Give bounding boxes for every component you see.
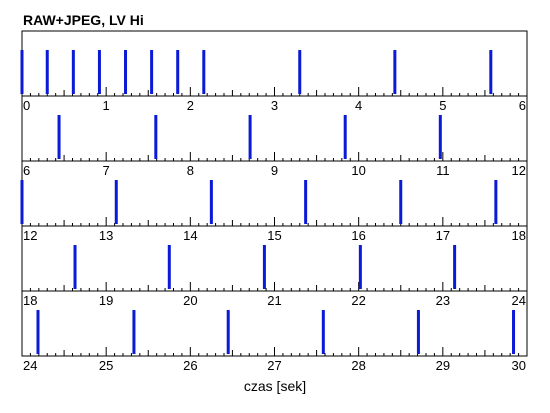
event-bar (358, 245, 362, 289)
tick-label: 2 (187, 98, 194, 113)
tick-label: 17 (436, 228, 450, 243)
tick-label: 23 (436, 293, 450, 308)
event-bar (124, 50, 128, 94)
event-bar (97, 50, 101, 94)
tick-label: 6 (519, 98, 526, 113)
panel-5: 24 25 26 27 28 29 30 (21, 290, 528, 373)
tick-label: 0 (23, 98, 30, 113)
tick-label: 20 (183, 293, 197, 308)
chart-title: RAW+JPEG, LV Hi (23, 12, 144, 28)
x-axis-label: czas [sek] (244, 378, 306, 394)
tick-label: 24 (512, 293, 526, 308)
tick-label: 18 (512, 228, 526, 243)
event-bar (154, 115, 158, 159)
tick-label: 22 (351, 293, 365, 308)
event-bar (132, 310, 136, 354)
tick-label: 27 (267, 358, 281, 373)
event-bar (416, 310, 420, 354)
event-bar (20, 50, 24, 94)
event-bar (453, 245, 457, 289)
tick-label: 3 (271, 98, 278, 113)
event-bar (262, 245, 266, 289)
tick-label: 29 (436, 358, 450, 373)
event-bar (494, 180, 498, 224)
event-bar (489, 50, 493, 94)
event-bar (167, 245, 171, 289)
tick-label: 5 (439, 98, 446, 113)
tick-label: 7 (103, 163, 110, 178)
tick-label: 30 (512, 358, 526, 373)
tick-label: 6 (23, 163, 30, 178)
tick-label: 12 (23, 228, 37, 243)
tick-label: 13 (99, 228, 113, 243)
event-bar (114, 180, 118, 224)
event-bar (298, 50, 302, 94)
tick-label: 15 (267, 228, 281, 243)
tick-label: 14 (183, 228, 197, 243)
tick-label: 16 (351, 228, 365, 243)
tick-label: 24 (23, 358, 37, 373)
panel-1: 0 1 2 3 4 5 6 (20, 30, 528, 113)
tick-label: 28 (351, 358, 365, 373)
event-bar (304, 180, 308, 224)
event-bar (150, 50, 154, 94)
event-bar (202, 50, 206, 94)
event-bar (57, 115, 61, 159)
event-bar (438, 115, 442, 159)
tick-label: 21 (267, 293, 281, 308)
event-bar (73, 245, 77, 289)
event-bar (512, 310, 516, 354)
event-bar (226, 310, 230, 354)
event-bar (20, 180, 24, 224)
tick-label: 1 (103, 98, 110, 113)
tick-label: 26 (183, 358, 197, 373)
tick-label: 11 (436, 163, 450, 178)
panel-frame (21, 30, 528, 97)
event-bar (321, 310, 325, 354)
tick-label: 19 (99, 293, 113, 308)
event-bar (393, 50, 397, 94)
tick-label: 10 (351, 163, 365, 178)
event-bar (71, 50, 75, 94)
event-bar (248, 115, 252, 159)
event-bar (176, 50, 180, 94)
tick-label: 12 (512, 163, 526, 178)
event-bar (36, 310, 40, 354)
tick-label: 25 (99, 358, 113, 373)
tick-label: 9 (271, 163, 278, 178)
tick-label: 18 (23, 293, 37, 308)
tick-label: 4 (355, 98, 362, 113)
event-bar (209, 180, 213, 224)
event-bar (45, 50, 49, 94)
tick-label: 8 (187, 163, 194, 178)
event-bar (399, 180, 403, 224)
event-bar (343, 115, 347, 159)
